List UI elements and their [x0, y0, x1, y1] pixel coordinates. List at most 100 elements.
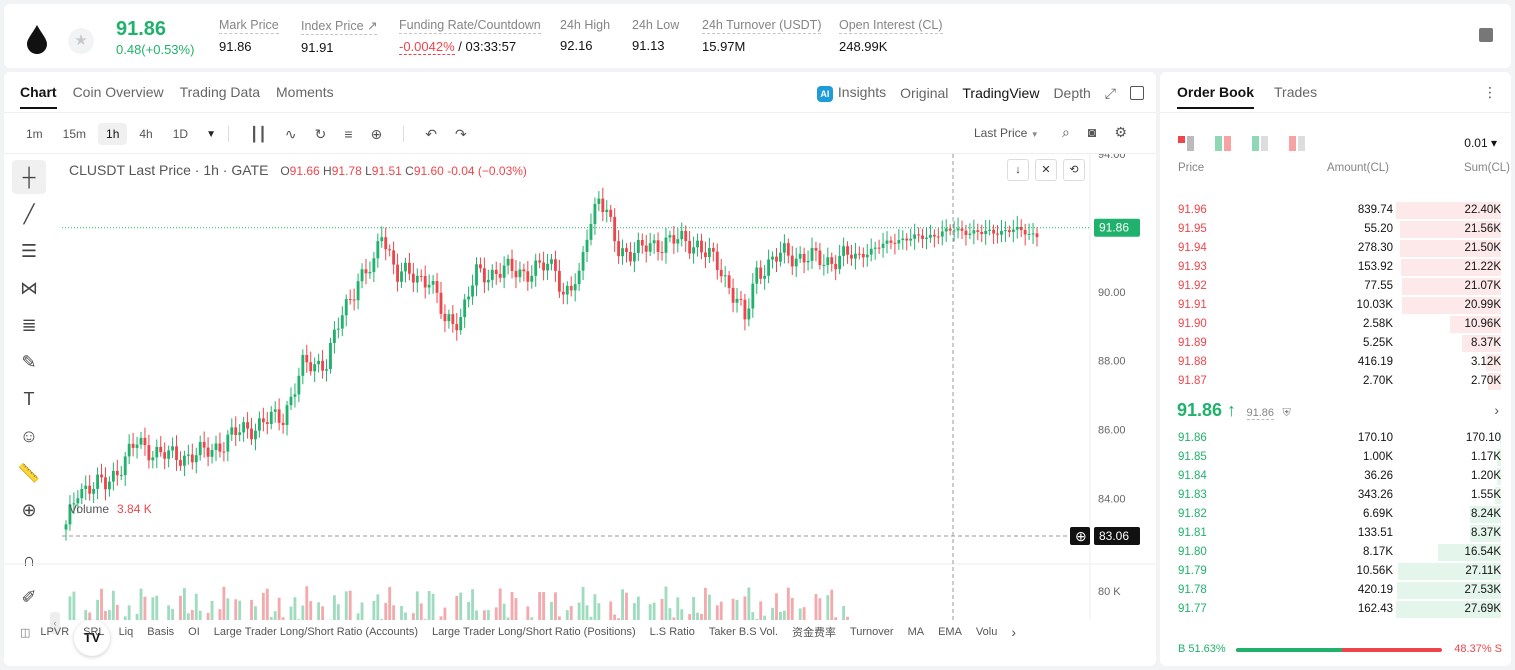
indicator-item[interactable]: OI	[188, 626, 200, 638]
indicator-item[interactable]: Basis	[147, 626, 175, 638]
candle-type-icon[interactable]: ┃┃	[249, 125, 267, 142]
tab-order-book[interactable]: Order Book	[1177, 84, 1255, 109]
text-tool-icon[interactable]: T	[23, 388, 35, 409]
order-book-row[interactable]: 91.82 6.69K 8.24K	[1160, 505, 1511, 524]
order-book-row[interactable]: 91.89 5.25K 8.37K	[1160, 334, 1511, 353]
chevron-right-icon[interactable]: ›	[1011, 624, 1017, 640]
indicator-item[interactable]: 资金费率	[791, 627, 836, 639]
header-amount: Amount(CL)	[1327, 162, 1389, 174]
stat-index-price[interactable]: Index Price ↗ 91.91	[301, 18, 378, 55]
precision-select[interactable]: 0.01 ▾	[1464, 136, 1497, 150]
stat-24h-turnover: 24h Turnover (USDT) 15.97M	[702, 18, 822, 54]
timeframe-dropdown-icon[interactable]: ▼	[206, 128, 216, 140]
tab-moments[interactable]: Moments	[276, 84, 334, 100]
order-book-row[interactable]: 91.87 2.70K 2.70K	[1160, 372, 1511, 391]
order-book-row[interactable]: 91.78 420.19 27.53K	[1160, 581, 1511, 600]
indicators-icon[interactable]: ∿	[284, 125, 297, 142]
scroll-down-icon[interactable]: ↓	[1007, 159, 1029, 181]
candle-body	[925, 237, 928, 239]
order-book-row[interactable]: 91.95 55.20 21.56K	[1160, 220, 1511, 239]
favorite-star-icon[interactable]: ★	[68, 28, 94, 54]
horizontal-lines-tool-icon[interactable]: ☰	[20, 240, 38, 261]
indicator-item[interactable]: Volu	[975, 626, 998, 638]
volume-bar	[526, 606, 530, 620]
tab-coin-overview[interactable]: Coin Overview	[72, 84, 164, 100]
timeframe-1m[interactable]: 1m	[26, 127, 43, 141]
trend-line-tool-icon[interactable]: ╱	[23, 203, 35, 224]
candle-body	[467, 296, 471, 300]
indicator-item[interactable]: LPVR	[40, 626, 70, 638]
indicator-item[interactable]: SRL	[83, 626, 105, 638]
gear-icon[interactable]: ⚙	[1114, 124, 1127, 140]
templates-icon[interactable]: ≡	[344, 126, 353, 142]
replay-icon[interactable]: ↻	[314, 125, 327, 142]
tab-chart[interactable]: Chart	[20, 84, 57, 109]
camera-icon[interactable]: ◙	[1087, 124, 1097, 140]
indicator-panel-icon[interactable]: ◫	[20, 626, 31, 639]
order-book-row[interactable]: 91.79 10.56K 27.11K	[1160, 562, 1511, 581]
stat-mark-price[interactable]: Mark Price 91.86	[219, 18, 279, 54]
view-depth[interactable]: Depth	[1053, 85, 1091, 101]
fib-tool-icon[interactable]: ≣	[21, 314, 37, 335]
collapse-icon[interactable]: ✕	[1035, 159, 1057, 181]
indicator-item[interactable]: MA	[907, 626, 925, 638]
timeframe-1d[interactable]: 1D	[172, 127, 189, 141]
order-book-row[interactable]: 91.96 839.74 22.40K	[1160, 201, 1511, 220]
timeframe-1h[interactable]: 1h	[98, 123, 128, 145]
order-book-row[interactable]: 91.81 133.51 8.37K	[1160, 524, 1511, 543]
brush-tool-icon[interactable]: ✎	[21, 351, 37, 372]
tab-trading-data[interactable]: Trading Data	[179, 84, 261, 100]
more-options-icon[interactable]: ⋮	[1483, 84, 1497, 100]
window-icon[interactable]	[1130, 86, 1144, 100]
indicator-item[interactable]: Large Trader Long/Short Ratio (Accounts)	[213, 626, 419, 638]
mode-both-alt-icon[interactable]	[1215, 136, 1232, 151]
undo-icon[interactable]: ↶	[425, 125, 437, 142]
order-book-row[interactable]: 91.80 8.17K 16.54K	[1160, 543, 1511, 562]
order-book-row[interactable]: 91.94 278.30 21.50K	[1160, 239, 1511, 258]
order-book-row[interactable]: 91.88 416.19 3.12K	[1160, 353, 1511, 372]
indicator-item[interactable]: Turnover	[849, 626, 894, 638]
stat-funding-rate[interactable]: Funding Rate/Countdown -0.0042% / 03:33:…	[399, 18, 541, 55]
indicator-item[interactable]: Liq	[118, 626, 134, 638]
view-original[interactable]: Original	[900, 85, 949, 101]
timeframe-15m[interactable]: 15m	[62, 127, 87, 141]
insights-button[interactable]: AI Insights	[816, 84, 886, 102]
indicator-item[interactable]: L.S Ratio	[649, 626, 695, 638]
ruler-tool-icon[interactable]: 📏	[17, 462, 41, 483]
indicator-item[interactable]: Large Trader Long/Short Ratio (Positions…	[432, 626, 636, 638]
order-book-row[interactable]: 91.93 153.92 21.22K	[1160, 258, 1511, 277]
add-indicator-icon[interactable]: ⊕	[370, 125, 383, 142]
mode-asks-icon[interactable]	[1289, 136, 1306, 151]
mode-bids-icon[interactable]	[1252, 136, 1269, 151]
timeframe-4h[interactable]: 4h	[139, 127, 153, 141]
order-book-row[interactable]: 91.84 36.26 1.20K	[1160, 467, 1511, 486]
lock-tool-icon[interactable]: ✐	[21, 586, 37, 607]
redo-icon[interactable]: ↷	[454, 125, 467, 142]
order-book-row[interactable]: 91.91 10.03K 20.99K	[1160, 296, 1511, 315]
order-book-row[interactable]: 91.92 77.55 21.07K	[1160, 277, 1511, 296]
indicator-item[interactable]: EMA	[938, 626, 962, 638]
zoom-tool-icon[interactable]: ⊕	[21, 499, 37, 520]
view-tradingview[interactable]: TradingView	[962, 85, 1040, 101]
price-type-select[interactable]: Last Price ▼	[974, 126, 1039, 140]
order-book-row[interactable]: 91.77 162.43 27.69K	[1160, 600, 1511, 619]
order-book-row[interactable]: 91.83 343.26 1.55K	[1160, 486, 1511, 505]
order-book-row[interactable]: 91.90 2.58K 10.96K	[1160, 315, 1511, 334]
mid-price-row[interactable]: 91.86 ↑ 91.86 ⛨ ›	[1177, 400, 1499, 421]
book-icon[interactable]	[1479, 28, 1493, 42]
mode-both-icon[interactable]	[1178, 136, 1195, 151]
tab-trades[interactable]: Trades	[1274, 84, 1318, 100]
crosshair-tool-icon[interactable]: ┼	[12, 160, 46, 194]
order-book-row[interactable]: 91.85 1.00K 1.17K	[1160, 448, 1511, 467]
expand-icon[interactable]: ⤢	[1104, 84, 1116, 101]
collapse-toolbar-icon[interactable]: ‹	[50, 612, 60, 634]
emoji-tool-icon[interactable]: ☺	[19, 425, 39, 446]
candle-body	[372, 258, 376, 272]
crosshair-plus-button[interactable]	[1070, 527, 1090, 545]
search-icon[interactable]: ⌕	[1062, 124, 1070, 140]
indicator-item[interactable]: Taker B.S Vol.	[708, 626, 778, 638]
pattern-tool-icon[interactable]: ⋈	[20, 277, 38, 298]
order-book-row[interactable]: 91.86 170.10 170.10	[1160, 429, 1511, 448]
reset-icon[interactable]: ⟲	[1063, 159, 1085, 181]
